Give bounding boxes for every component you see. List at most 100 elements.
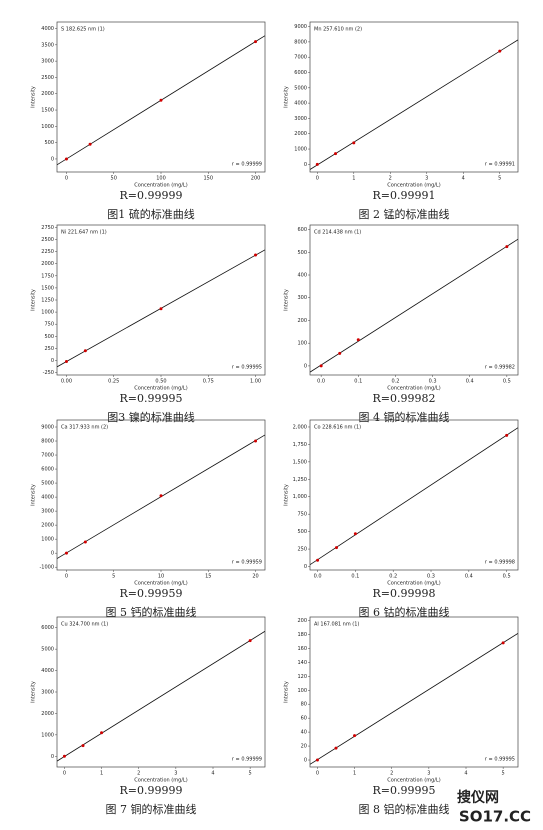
r-value: r = 0.99999 xyxy=(232,162,262,168)
y-tick-label: 8000 xyxy=(41,439,54,445)
x-axis-label: Concentration (mg/L) xyxy=(134,581,187,587)
plot-title: Mn 257.610 nm (2) xyxy=(314,27,362,33)
y-tick-label: 9000 xyxy=(41,425,54,431)
data-point xyxy=(64,157,68,161)
y-tick-label: 6000 xyxy=(41,625,54,631)
y-tick-label: 180 xyxy=(297,632,307,638)
y-tick-label: 200 xyxy=(297,318,307,324)
y-tick-label: 1500 xyxy=(41,108,54,114)
plot-title: S 182.625 nm (1) xyxy=(61,27,105,33)
y-tick-label: 3000 xyxy=(41,59,54,65)
plot-frame xyxy=(309,419,519,571)
x-axis-label: Concentration (mg/L) xyxy=(134,183,187,189)
y-tick-label: 1000 xyxy=(41,124,54,130)
data-point xyxy=(334,546,338,550)
x-tick-label: 0.2 xyxy=(391,379,399,385)
x-tick-label: 0.3 xyxy=(427,574,435,580)
r-value: r = 0.99991 xyxy=(485,162,515,168)
data-point xyxy=(248,639,252,643)
y-tick-label: 0 xyxy=(304,363,307,369)
y-tick-label: 9000 xyxy=(294,24,307,30)
x-tick-label: 0.50 xyxy=(155,379,166,385)
x-tick-label: 3 xyxy=(425,176,428,182)
y-tick-label: 1750 xyxy=(41,273,54,279)
regression-line xyxy=(310,39,518,170)
y-tick-label: 2000 xyxy=(41,523,54,529)
x-tick-label: 4 xyxy=(462,176,465,182)
caption-r: R=0.99995 xyxy=(120,392,183,405)
r-value: r = 0.99982 xyxy=(485,365,515,371)
y-tick-label: 2,000 xyxy=(293,424,307,430)
x-axis-label: Concentration (mg/L) xyxy=(387,183,440,189)
data-point xyxy=(88,142,92,146)
y-tick-label: 4000 xyxy=(41,495,54,501)
y-axis-label: Intensity xyxy=(31,484,37,506)
data-point xyxy=(334,152,338,156)
caption: 图 5 钙的标准曲线 xyxy=(106,605,197,619)
data-point xyxy=(315,162,319,166)
x-axis-label: Concentration (mg/L) xyxy=(387,581,440,587)
data-point xyxy=(100,731,104,735)
r-value: r = 0.99995 xyxy=(485,757,515,763)
y-tick-label: 4000 xyxy=(41,26,54,32)
data-point xyxy=(159,494,163,498)
y-axis-label: Intensity xyxy=(31,86,37,108)
x-tick-label: 0 xyxy=(65,176,68,182)
x-tick-label: 0 xyxy=(63,771,66,777)
x-tick-label: 3 xyxy=(427,771,430,777)
data-point xyxy=(315,758,319,762)
plot-frame xyxy=(309,21,519,173)
y-tick-label: 2750 xyxy=(41,225,54,231)
data-point xyxy=(505,245,509,249)
y-tick-label: 1,000 xyxy=(293,494,307,500)
data-point xyxy=(356,338,360,342)
caption-r: R=0.99959 xyxy=(120,587,183,600)
y-tick-label: 6000 xyxy=(41,467,54,473)
plot-title: Cd 214.438 nm (1) xyxy=(314,230,361,236)
r-value: r = 0.99995 xyxy=(232,365,262,371)
data-point xyxy=(64,551,68,555)
caption: 图 7 铜的标准曲线 xyxy=(106,802,197,816)
data-point xyxy=(505,433,509,437)
data-point xyxy=(254,40,258,44)
x-axis-label: Concentration (mg/L) xyxy=(134,778,187,784)
plot-title: Co 228.616 nm (1) xyxy=(314,425,361,431)
caption: 图3 镍的标准曲线 xyxy=(107,410,195,424)
x-axis-label: Concentration (mg/L) xyxy=(387,386,440,392)
y-tick-label: 2500 xyxy=(41,75,54,81)
y-tick-label: 2000 xyxy=(294,131,307,137)
r-value: r = 0.99998 xyxy=(485,560,515,566)
y-tick-label: 300 xyxy=(297,295,307,301)
regression-line xyxy=(310,633,518,765)
y-tick-label: 120 xyxy=(297,674,307,680)
y-tick-label: 1000 xyxy=(294,147,307,153)
x-tick-label: 0.4 xyxy=(466,379,474,385)
data-point xyxy=(338,351,342,355)
caption-r: R=0.99982 xyxy=(373,392,436,405)
plot-frame xyxy=(56,616,266,768)
caption: 图 4 镉的标准曲线 xyxy=(359,410,450,424)
x-tick-label: 0.1 xyxy=(354,379,362,385)
y-tick-label: 5000 xyxy=(41,481,54,487)
caption: 图 6 钴的标准曲线 xyxy=(359,605,450,619)
data-point xyxy=(64,359,68,363)
y-tick-label: 250 xyxy=(44,346,54,352)
data-point xyxy=(83,349,87,353)
caption: 图 8 铝的标准曲线 xyxy=(359,802,450,816)
x-tick-label: 1 xyxy=(352,176,355,182)
data-point xyxy=(254,439,258,443)
y-tick-label: 3000 xyxy=(294,116,307,122)
y-tick-label: 250 xyxy=(297,547,307,553)
data-point xyxy=(353,734,357,738)
x-tick-label: 200 xyxy=(251,176,261,182)
y-tick-label: -250 xyxy=(43,370,54,376)
y-tick-label: 5000 xyxy=(294,85,307,91)
y-tick-label: 2000 xyxy=(41,261,54,267)
y-tick-label: -1000 xyxy=(39,565,54,571)
plot-frame xyxy=(309,224,519,376)
data-point xyxy=(81,744,85,748)
y-tick-label: 3500 xyxy=(41,42,54,48)
data-point xyxy=(159,307,163,311)
x-tick-label: 0 xyxy=(316,771,319,777)
